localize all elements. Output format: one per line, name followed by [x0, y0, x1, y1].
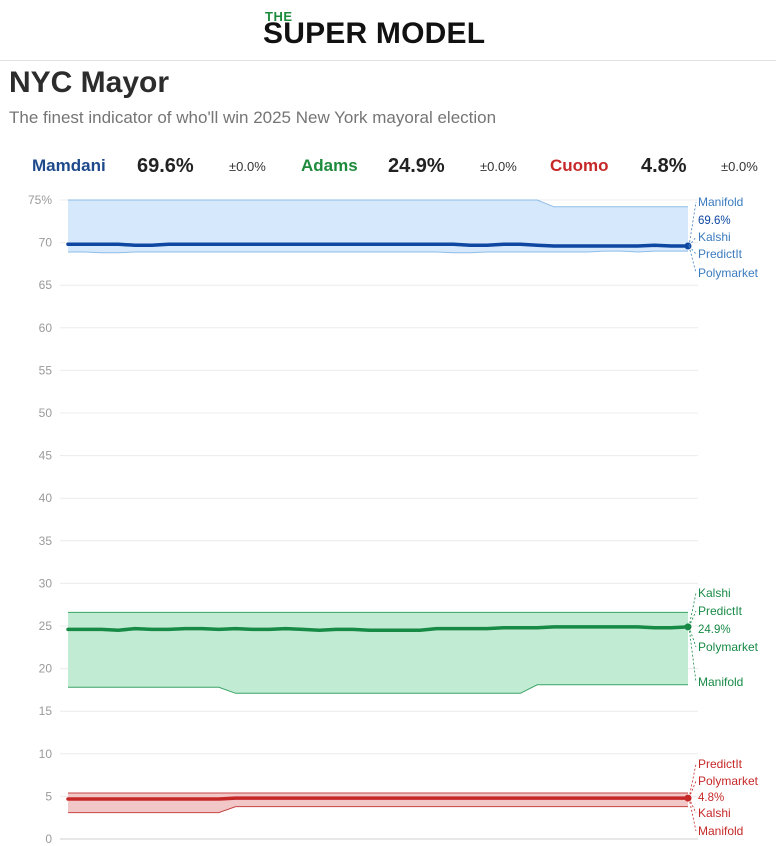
mamdani-source-label: Manifold: [698, 195, 743, 209]
adams-average-line: [66, 625, 690, 633]
y-tick-label: 75%: [28, 193, 52, 207]
mamdani-average-line: [66, 242, 690, 248]
cuomo-label-leader: [688, 797, 697, 814]
candidate-name-cuomo: Cuomo: [550, 156, 609, 175]
mamdani-source-label: Polymarket: [698, 266, 759, 280]
mamdani-source-label: Kalshi: [698, 230, 731, 244]
candidate-value-adams: 24.9%: [388, 155, 445, 177]
mamdani-end-value-label: 69.6%: [698, 215, 731, 227]
mamdani-range-upper-line: [68, 199, 688, 208]
cuomo-source-labels: PredictIt Polymarket Kalshi Manifold 4.8%: [688, 757, 759, 838]
cuomo-label-leader: [688, 763, 697, 799]
y-tick-label: 70: [39, 236, 53, 250]
adams-source-label: Manifold: [698, 675, 743, 689]
cuomo-source-label: Kalshi: [698, 806, 731, 820]
adams-label-leader: [688, 610, 697, 628]
mamdani-source-label: PredictIt: [698, 247, 743, 261]
adams-end-value-label: 24.9%: [698, 624, 731, 636]
cuomo-average-line: [66, 796, 690, 801]
adams-range-band: [68, 612, 688, 694]
mamdani-label-leader: [688, 245, 697, 255]
brand-logo-small-text: THE: [265, 9, 293, 24]
y-tick-label: 0: [45, 832, 52, 846]
mamdani-label-leader: [688, 245, 697, 274]
adams-label-leader: [688, 626, 697, 683]
cuomo-range-lower-line: [68, 806, 688, 814]
y-tick-label: 55: [39, 363, 53, 377]
y-tick-label: 65: [39, 278, 53, 292]
candidate-value-mamdani: 69.6%: [137, 155, 194, 177]
cuomo-source-label: Polymarket: [698, 774, 759, 788]
adams-label-leader: [688, 592, 697, 627]
y-tick-label: 60: [39, 321, 53, 335]
y-tick-label: 25: [39, 619, 53, 633]
brand-logo-text: SUPER MODEL: [263, 17, 486, 50]
candidate-delta-cuomo: ±0.0%: [721, 159, 758, 174]
y-tick-label: 10: [39, 747, 53, 761]
mamdani-label-leader: [688, 236, 697, 247]
candidate-name-adams: Adams: [301, 156, 358, 175]
adams-endpoint: [684, 623, 692, 631]
series-cuomo: PredictIt Polymarket Kalshi Manifold 4.8%: [66, 757, 759, 838]
brand-logo[interactable]: THE SUPER MODEL: [0, 6, 776, 60]
y-tick-label: 50: [39, 406, 53, 420]
grid-lines: [60, 199, 698, 840]
adams-range-lower-line: [68, 684, 688, 694]
adams-source-labels: Kalshi PredictIt Polymarket Manifold 24.9%: [688, 586, 759, 689]
adams-label-leader: [688, 626, 697, 648]
y-tick-label: 45: [39, 449, 53, 463]
cuomo-range-band: [68, 793, 688, 813]
adams-source-label: PredictIt: [698, 604, 743, 618]
y-tick-label: 15: [39, 704, 53, 718]
series-mamdani: Manifold Kalshi PredictIt Polymarket 69.6%: [66, 195, 759, 280]
y-tick-label: 35: [39, 534, 53, 548]
candidate-value-cuomo: 4.8%: [641, 155, 687, 177]
adams-source-label: Polymarket: [698, 640, 759, 654]
series-adams: Kalshi PredictIt Polymarket Manifold 24.9%: [66, 586, 759, 694]
header-divider: [0, 60, 776, 61]
mamdani-range-lower-line: [68, 250, 688, 254]
mamdani-label-leader: [688, 201, 697, 247]
candidate-name-mamdani: Mamdani: [32, 156, 106, 175]
cuomo-source-label: PredictIt: [698, 757, 743, 771]
cuomo-label-leader: [688, 798, 697, 832]
cuomo-source-label: Manifold: [698, 824, 743, 838]
y-axis-ticks: 0 5 10 15 20 25 30 35 40 45 50 55 60 65 70 75%: [28, 193, 52, 846]
mamdani-range-band: [68, 200, 688, 253]
y-tick-label: 40: [39, 491, 53, 505]
adams-source-label: Kalshi: [698, 586, 731, 600]
cuomo-endpoint: [684, 794, 692, 802]
candidate-delta-adams: ±0.0%: [480, 159, 517, 174]
page-title: NYC Mayor: [9, 66, 170, 99]
mamdani-endpoint: [684, 242, 692, 250]
y-tick-label: 30: [39, 576, 53, 590]
mamdani-source-labels: Manifold Kalshi PredictIt Polymarket 69.6%: [688, 195, 759, 280]
page-subtitle: The finest indicator of who'll win 2025 …: [9, 108, 497, 127]
candidate-delta-mamdani: ±0.0%: [229, 159, 266, 174]
cuomo-end-value-label: 4.8%: [698, 792, 724, 804]
cuomo-label-leader: [688, 780, 697, 799]
y-tick-label: 5: [45, 789, 52, 803]
y-tick-label: 20: [39, 662, 53, 676]
